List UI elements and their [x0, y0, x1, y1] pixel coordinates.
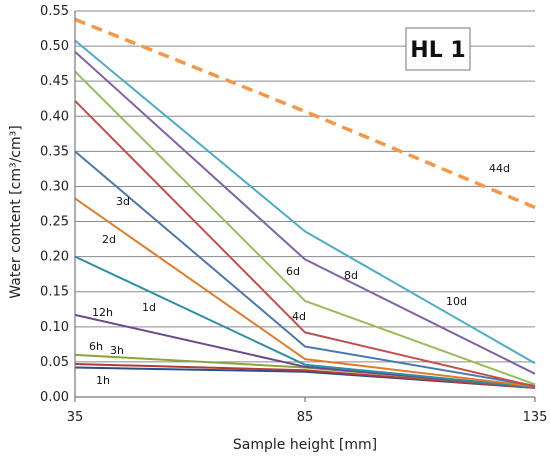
y-tick-label: 0.15	[40, 285, 69, 300]
series-line-10d	[74, 39, 536, 365]
series-label-3h: 3h	[110, 344, 124, 357]
series-line-8d	[74, 50, 536, 375]
series-line-1d	[74, 255, 536, 389]
series-label-6h: 6h	[89, 340, 103, 353]
y-tick-label: 0.40	[40, 109, 69, 124]
axes	[74, 11, 536, 402]
series-label-12h: 12h	[92, 306, 113, 319]
x-tick-label: 135	[523, 410, 548, 425]
y-tick-label: 0.05	[40, 355, 69, 370]
series-line-44d	[74, 17, 536, 210]
series-label-1d: 1d	[142, 301, 156, 314]
y-tick-label: 0.00	[40, 390, 69, 405]
series-label-2d: 2d	[102, 233, 116, 246]
series-label-3d: 3d	[116, 195, 130, 208]
series-labels: 1h 3h 6h 12h 1d 2d 3d 4d 6d 8d 10d 44d	[89, 162, 510, 387]
series-line-12h	[74, 313, 536, 389]
series-line-2d	[74, 197, 536, 388]
annotation-box	[405, 27, 471, 71]
series-line-3d	[74, 150, 536, 387]
y-tick-label: 0.35	[40, 144, 69, 159]
y-tick-label: 0.30	[40, 179, 69, 194]
y-tick-label: 0.25	[40, 215, 69, 230]
x-tick-label: 85	[297, 410, 314, 425]
series-label-44d: 44d	[489, 162, 510, 175]
series-line-3h	[74, 363, 536, 389]
y-tick-label: 0.45	[40, 74, 69, 89]
series-line-4d	[74, 100, 536, 388]
series-line-6d	[74, 70, 536, 386]
x-tick-label: 35	[67, 410, 84, 425]
y-axis-title: Water content [cm³/cm³]	[8, 125, 24, 298]
y-tick-label: 0.20	[40, 250, 69, 265]
y-tick-label: 0.50	[40, 39, 69, 54]
x-axis-title: Sample height [mm]	[233, 437, 377, 453]
series-label-8d: 8d	[344, 269, 358, 282]
annotation-text: HL 1	[410, 38, 465, 63]
y-tick-label: 0.55	[40, 4, 69, 19]
y-tick-label: 0.10	[40, 320, 69, 335]
annotation-badge: HL 1	[405, 27, 471, 71]
series-label-1h: 1h	[96, 374, 110, 387]
series-lines	[74, 17, 536, 389]
series-label-10d: 10d	[446, 295, 467, 308]
series-label-4d: 4d	[292, 310, 306, 323]
y-tick-labels: 0.00 0.05 0.10 0.15 0.20 0.25 0.30 0.35 0.40 0.45…	[40, 4, 69, 405]
x-tick-labels: 35 85 135	[67, 410, 548, 425]
series-label-6d: 6d	[286, 265, 300, 278]
